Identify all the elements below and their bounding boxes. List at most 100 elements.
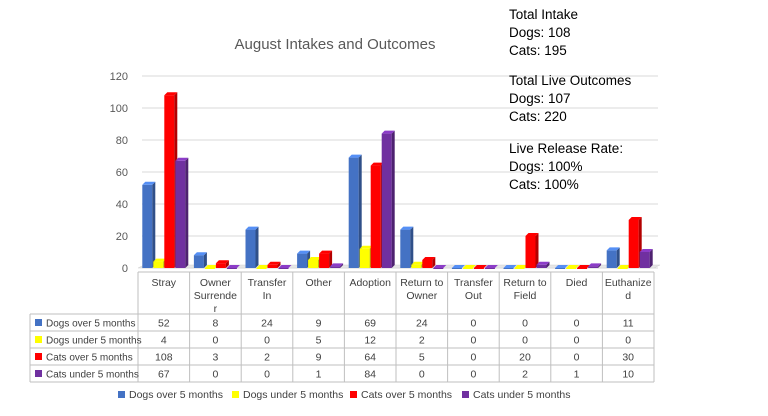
bar — [297, 253, 308, 268]
bar-top — [514, 265, 528, 268]
legend-swatch — [232, 391, 239, 398]
bar — [503, 268, 514, 269]
table-cell: 84 — [364, 369, 376, 381]
bar-top — [256, 265, 270, 268]
y-tick-label: 100 — [110, 103, 128, 115]
row-label: Cats under 5 months — [46, 370, 139, 381]
bar-top — [297, 250, 311, 254]
bar — [153, 261, 164, 268]
bar-side — [329, 250, 333, 268]
bar-top — [348, 154, 362, 158]
bar-side — [616, 247, 620, 268]
legend-label: Cats under 5 months — [473, 389, 570, 401]
bar-top — [370, 162, 384, 166]
bar-top — [525, 233, 539, 236]
bar-top — [153, 258, 167, 262]
bar-top — [330, 263, 344, 267]
bar-top — [617, 265, 631, 268]
bar — [451, 268, 462, 269]
bar-side — [391, 130, 395, 268]
y-tick-label: 20 — [116, 231, 128, 243]
intake-cats: Cats: 195 — [509, 43, 567, 58]
bar-side — [649, 249, 653, 268]
table-cell: 2 — [522, 369, 528, 381]
bar-top — [308, 257, 322, 260]
bar-top — [142, 181, 156, 185]
live-dogs: Dogs: 107 — [509, 91, 571, 106]
bar — [330, 266, 341, 268]
row-label: Cats over 5 months — [46, 353, 133, 364]
legend-label: Cats over 5 months — [361, 389, 452, 401]
table-cell: 0 — [522, 335, 528, 347]
bar — [164, 95, 175, 268]
category-label: Transfer Out — [454, 277, 493, 302]
bar-top — [422, 257, 436, 260]
rate-cats: Cats: 100% — [509, 177, 579, 192]
bar — [462, 268, 473, 269]
table-cell: 1 — [316, 369, 322, 381]
y-tick-label: 40 — [116, 199, 128, 211]
bar-top — [226, 265, 240, 268]
bar — [226, 268, 237, 269]
y-tick-label: 0 — [122, 263, 128, 275]
bar — [606, 250, 617, 268]
bar — [617, 268, 628, 269]
bar-top — [484, 265, 498, 268]
total-intake-block: Total Intake Dogs: 108 Cats: 195 — [509, 6, 578, 60]
legend-key — [35, 336, 42, 343]
legend-label: Dogs under 5 months — [243, 389, 343, 401]
table-cell: 2 — [264, 352, 270, 364]
row-label: Dogs under 5 months — [46, 336, 142, 347]
bar-top — [267, 261, 281, 265]
bar — [256, 268, 267, 269]
bar — [536, 264, 547, 268]
table-cell: 11 — [623, 318, 634, 330]
release-rate-block: Live Release Rate: Dogs: 100% Cats: 100% — [509, 140, 623, 194]
bar — [204, 268, 215, 269]
bar — [319, 253, 330, 268]
bar — [588, 266, 599, 268]
bar-side — [185, 157, 189, 268]
category-label: Adoption — [349, 277, 391, 289]
legend-key — [35, 353, 42, 360]
intake-dogs: Dogs: 108 — [509, 25, 571, 40]
table-cell: 0 — [212, 369, 218, 381]
table-cell: 52 — [158, 318, 170, 330]
live-title: Total Live Outcomes — [509, 73, 632, 88]
bar-top — [278, 265, 292, 268]
table-cell: 5 — [419, 352, 425, 364]
category-label: Stray — [152, 277, 177, 289]
bar-side — [203, 252, 207, 268]
table-cell: 0 — [522, 318, 528, 330]
table-cell: 0 — [625, 335, 631, 347]
bar — [514, 268, 525, 269]
bar-top — [566, 265, 580, 268]
legend-swatch — [462, 391, 469, 398]
bar-top — [577, 265, 591, 268]
table-cell: 1 — [574, 369, 580, 381]
bar — [525, 236, 536, 268]
table-cell: 67 — [158, 369, 170, 381]
bar — [175, 160, 186, 268]
bar-top — [473, 265, 487, 268]
bar — [348, 157, 359, 268]
bar — [639, 252, 650, 268]
bar-side — [432, 257, 436, 268]
bar-top — [359, 245, 373, 249]
bar-top — [606, 247, 620, 251]
table-cell: 9 — [316, 352, 322, 364]
bar — [142, 184, 153, 268]
bar-side — [358, 154, 362, 268]
bar-top — [462, 265, 476, 268]
bar-top — [204, 265, 218, 268]
y-tick-label: 80 — [116, 135, 128, 147]
table-cell: 0 — [264, 335, 270, 347]
bar — [245, 229, 256, 268]
category-label: Return to Field — [503, 277, 546, 302]
y-tick-label: 60 — [116, 167, 128, 179]
bar — [555, 268, 566, 269]
bar — [359, 248, 370, 268]
table-cell: 0 — [470, 318, 476, 330]
bar-side — [535, 233, 539, 268]
bar — [628, 220, 639, 268]
